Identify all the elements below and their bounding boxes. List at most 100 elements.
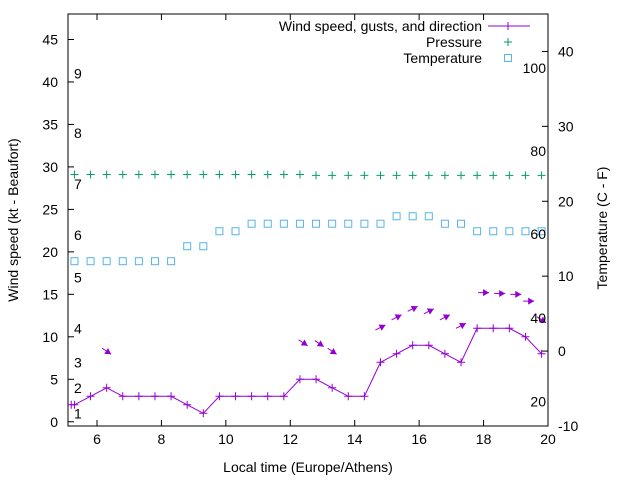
wind-speed-point [167,392,176,401]
pressure-point [134,170,143,179]
pressure-point [118,170,127,179]
wind-speed-point [392,349,401,358]
wind-speed-point [473,324,482,333]
fahrenheit-label: 80 [530,143,546,159]
wind-arrow-head [539,316,547,323]
wind-speed-point [424,341,433,350]
pressure-point [263,170,272,179]
pressure-point [473,171,482,180]
x-tick-label: 8 [158,431,166,447]
pressure-point [247,170,256,179]
pressure-point [489,171,498,180]
pressure-point [86,170,95,179]
y-tick-label-right: 30 [558,118,574,134]
y-tick-label-right: 0 [558,343,566,359]
temperature-point [247,219,256,228]
temperature-point [505,227,514,236]
y-tick-label-right: 20 [558,193,574,209]
y-tick-label-left: 15 [42,286,58,302]
y-axis-label-left: Wind speed (kt - Beaufort) [5,138,21,301]
beaufort-label: 4 [74,320,82,336]
beaufort-label: 3 [74,354,82,370]
pressure-point [376,171,385,180]
wind-speed-point [134,392,143,401]
pressure-point [505,171,514,180]
temperature-point [408,212,417,221]
beaufort-label: 8 [74,125,82,141]
pressure-point [392,171,401,180]
pressure-point [424,171,433,180]
wind-speed-point [215,392,224,401]
y-tick-label-left: 0 [50,414,58,430]
beaufort-label: 6 [74,227,82,243]
pressure-point [167,170,176,179]
beaufort-label: 7 [74,176,82,192]
temperature-point [537,227,546,236]
temperature-point [215,227,224,236]
pressure-point [521,171,530,180]
legend-label: Wind speed, gusts, and direction [279,18,482,34]
labels-layer: 6 8 10 12 14 16 18 20051015202530354045-1001020… [42,31,578,447]
wind-speed-point [505,324,514,333]
legend-label: Temperature [403,50,482,66]
temperature-point [440,219,449,228]
temperature-point [457,219,466,228]
fahrenheit-label: 60 [530,226,546,242]
pressure-point [70,170,79,179]
wind-speed-point [231,392,240,401]
pressure-point [150,170,159,179]
beaufort-label: 9 [74,65,82,81]
x-tick-label: 18 [476,431,492,447]
pressure-point [408,171,417,180]
pressure-point [199,170,208,179]
temperature-point [360,219,369,228]
fahrenheit-label: 100 [523,60,547,76]
temperature-point [263,219,272,228]
wind-arrow-head [394,314,402,321]
pressure-point [312,171,321,180]
wind-speed-point [408,341,417,350]
wind-speed-point [102,383,111,392]
legend-marker [504,54,512,62]
wind-arrow-head [329,348,337,355]
wind-speed-point [328,383,337,392]
y-tick-label-left: 25 [42,201,58,217]
wind-arrow-head [378,324,386,331]
wind-speed-point [183,400,192,409]
temperature-point [489,227,498,236]
plot-frame [67,13,549,427]
temperature-point [102,257,111,266]
wind-arrow-head [300,339,308,346]
temperature-point [328,219,337,228]
wind-speed-point [86,392,95,401]
x-tick-label: 10 [218,431,234,447]
wind-speed-point [376,358,385,367]
y-tick-label-left: 35 [42,116,58,132]
temperature-point [167,257,176,266]
wind-speed-point [457,358,466,367]
wind-speed-point [360,392,369,401]
wind-arrow-head [483,289,490,297]
legend-label: Pressure [426,34,482,50]
legend: Wind speed, gusts, and directionPressure… [279,18,530,66]
wind-speed-point [150,392,159,401]
beaufort-label: 2 [74,380,82,396]
y-tick-label-left: 30 [42,159,58,175]
pressure-point [279,170,288,179]
pressure-point [328,171,337,180]
wind-speed-point [199,409,208,418]
temperature-point [279,219,288,228]
temperature-point [312,219,321,228]
legend-marker [504,22,512,30]
temperature-point [231,227,240,236]
wind-speed-point [118,392,127,401]
x-tick-label: 12 [282,431,298,447]
wind-arrow-head [528,297,535,305]
y-tick-label-right: 10 [558,268,574,284]
fahrenheit-label: 40 [530,310,546,326]
y-tick-label-left: 45 [42,31,58,47]
y-tick-label-left: 20 [42,244,58,260]
pressure-point [360,171,369,180]
y-axis-label-right: Temperature (C - F) [594,167,610,290]
